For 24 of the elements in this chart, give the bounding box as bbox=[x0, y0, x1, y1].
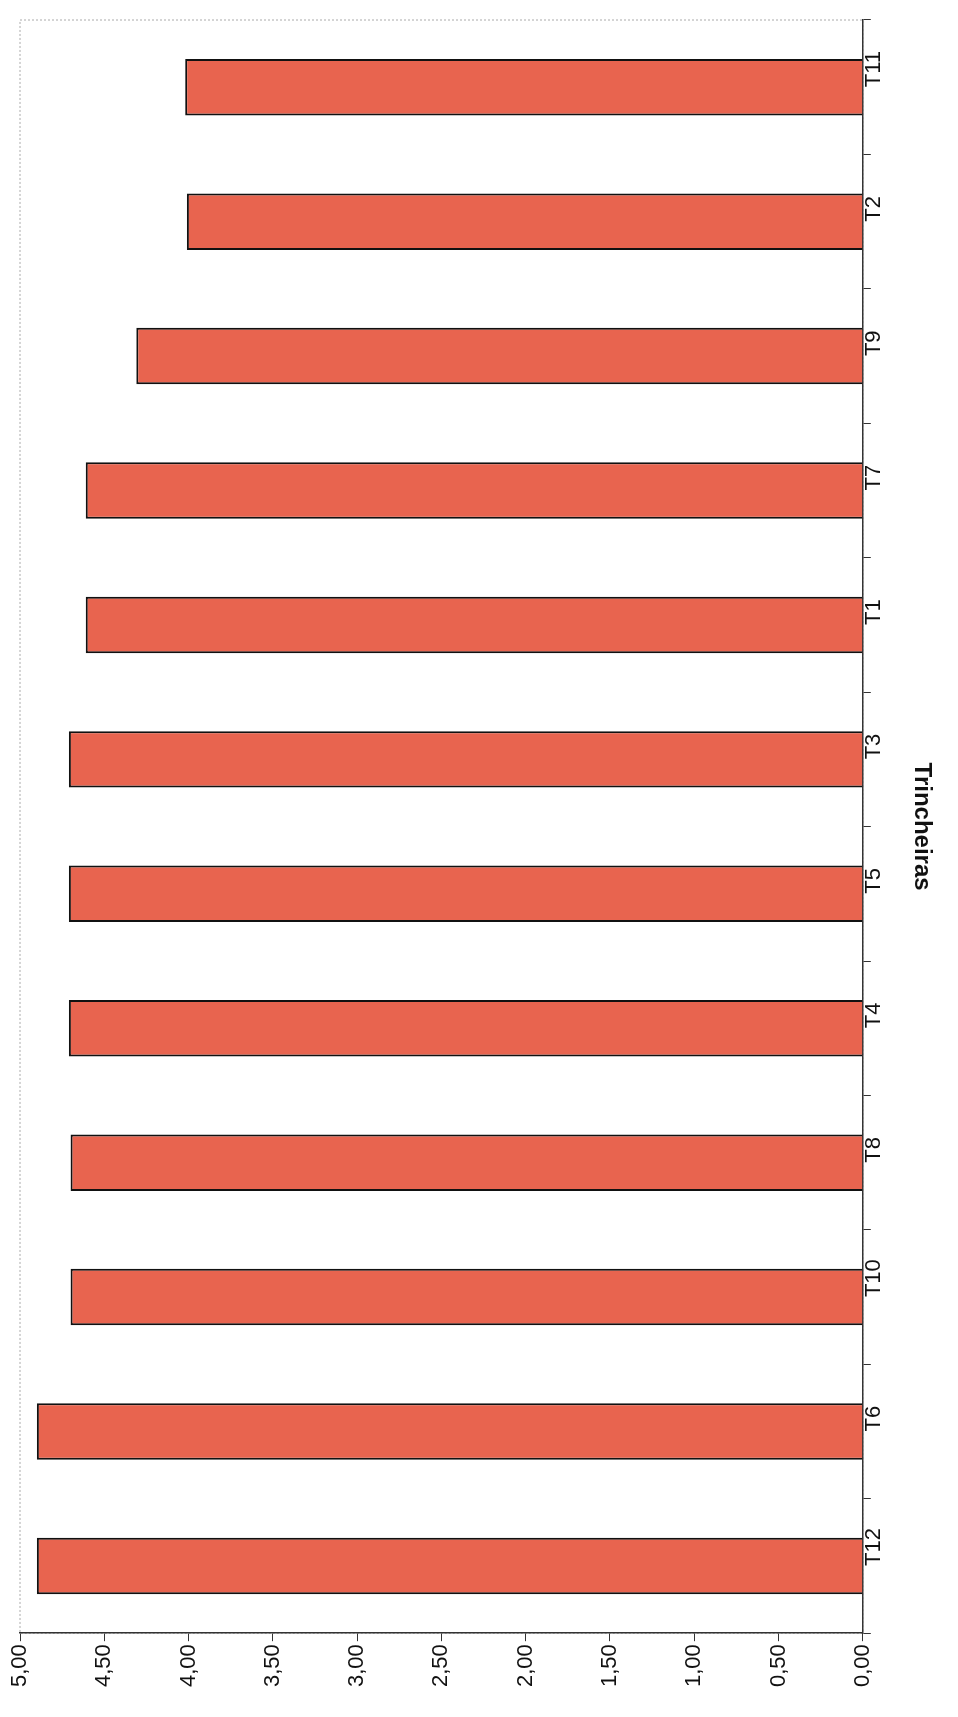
y-axis-title: Trincheiras bbox=[909, 762, 937, 891]
y-tick-label: T11 bbox=[859, 50, 885, 88]
x-tick-label: 0,50 bbox=[764, 1644, 790, 1688]
x-tick-label: 1,50 bbox=[596, 1644, 622, 1688]
x-tick-label: 2,50 bbox=[427, 1644, 453, 1688]
y-tick-label: T9 bbox=[859, 330, 885, 357]
x-tick-label: 0,00 bbox=[848, 1644, 874, 1688]
x-tick-label: 3,50 bbox=[258, 1644, 284, 1688]
y-tick-label: T2 bbox=[859, 195, 885, 222]
x-tick-label: 4,50 bbox=[90, 1644, 116, 1688]
y-tick-label: T4 bbox=[859, 1002, 885, 1029]
y-tick-label: T3 bbox=[859, 733, 885, 760]
y-tick-label: T6 bbox=[859, 1405, 885, 1432]
x-tick-label: 2,00 bbox=[511, 1644, 537, 1688]
y-tick-label: T1 bbox=[859, 599, 885, 625]
x-tick-label: 5,00 bbox=[6, 1644, 32, 1688]
x-tick-label: 4,00 bbox=[174, 1644, 200, 1688]
y-tick-label: T10 bbox=[859, 1259, 885, 1298]
y-tick-label: T7 bbox=[859, 464, 885, 491]
y-tick-label: T5 bbox=[859, 868, 885, 894]
y-tick-label: T12 bbox=[859, 1528, 885, 1566]
x-tick-label: 1,00 bbox=[680, 1644, 706, 1688]
y-tick-label: T8 bbox=[859, 1136, 885, 1163]
x-tick-label: 3,00 bbox=[343, 1644, 369, 1688]
